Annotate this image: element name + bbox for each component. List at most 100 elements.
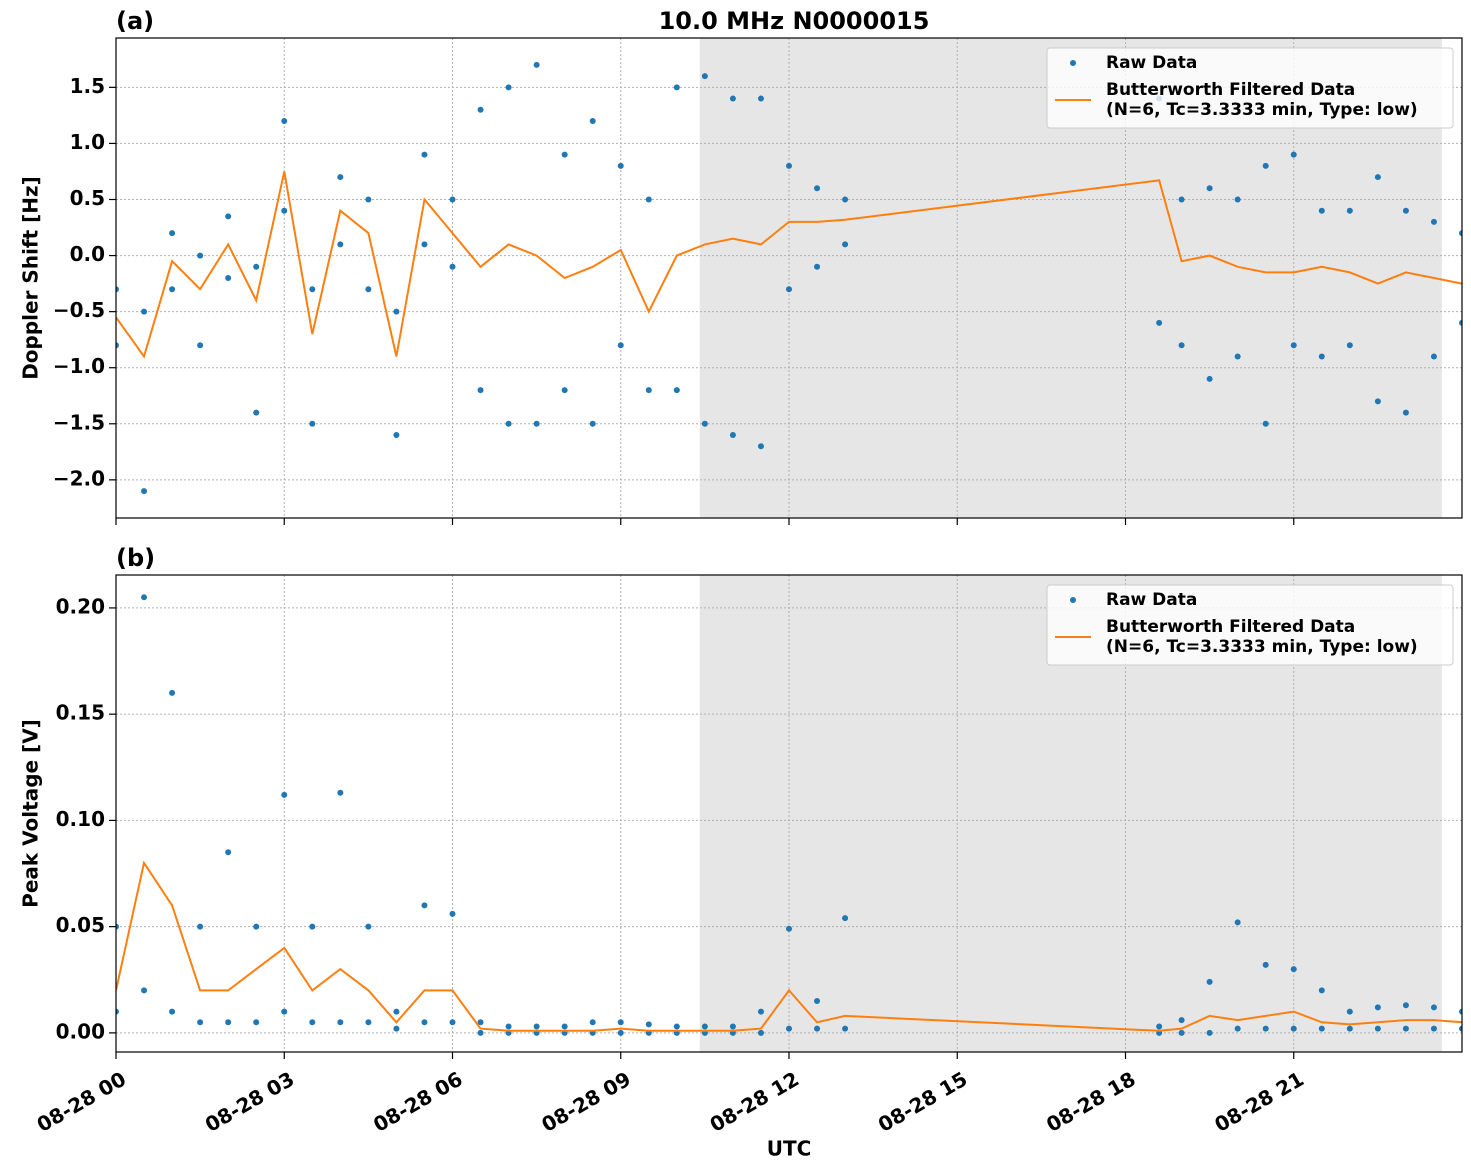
raw-point (309, 923, 316, 930)
raw-point (1262, 961, 1269, 968)
raw-point (421, 241, 428, 248)
raw-point (309, 1019, 316, 1026)
raw-point (645, 387, 652, 394)
raw-point (617, 342, 624, 349)
raw-point (1459, 230, 1462, 237)
legend-marker (1070, 597, 1076, 603)
raw-point (1459, 1025, 1462, 1032)
x-tick-label: 08-28 03 (201, 1067, 299, 1137)
y-tick-label: 0.0 (70, 242, 105, 266)
raw-point (197, 923, 204, 930)
raw-point (786, 286, 792, 293)
raw-point (617, 1019, 624, 1026)
x-tick-label: 08-28 00 (33, 1067, 131, 1137)
raw-point (477, 387, 484, 394)
raw-point (673, 84, 680, 91)
x-tick-label: 08-28 06 (369, 1067, 467, 1137)
raw-point (421, 902, 428, 909)
raw-point (645, 196, 652, 203)
raw-point (421, 1019, 428, 1026)
plot-area (116, 594, 1462, 1036)
raw-point (197, 1019, 204, 1026)
raw-point (729, 432, 736, 439)
raw-point (337, 241, 344, 248)
raw-point (1262, 1025, 1269, 1032)
x-tick-label: 08-28 09 (537, 1067, 635, 1137)
raw-point (1290, 151, 1297, 158)
raw-point (814, 998, 821, 1005)
raw-point (757, 1008, 764, 1015)
raw-point (1430, 353, 1437, 360)
axes-frame (115, 37, 1463, 519)
raw-point (673, 1023, 680, 1030)
raw-point (757, 443, 764, 450)
raw-point (533, 1023, 540, 1030)
raw-point (617, 1029, 624, 1036)
filtered-line (116, 860, 1462, 1032)
raw-point (842, 915, 849, 922)
raw-point (561, 1023, 568, 1030)
raw-point (225, 275, 232, 281)
raw-point (533, 61, 540, 68)
raw-point (281, 1008, 288, 1015)
raw-point (673, 387, 680, 394)
y-tick-label: 0.05 (56, 913, 105, 937)
y-tick-label: 0.15 (56, 701, 105, 725)
raw-point (1262, 420, 1269, 427)
raw-point (169, 689, 176, 696)
raw-point (1262, 162, 1269, 169)
raw-point (757, 1029, 764, 1036)
raw-point (116, 923, 119, 930)
y-tick-label: 1.5 (70, 74, 105, 98)
y-axis-label: Doppler Shift [Hz] (19, 176, 43, 380)
raw-point (1402, 1002, 1409, 1009)
legend-label: Raw Data (1106, 53, 1197, 73)
raw-point (393, 308, 400, 315)
raw-point (1234, 1025, 1241, 1032)
raw-point (533, 420, 540, 427)
raw-point (141, 594, 148, 601)
raw-point (1430, 1025, 1437, 1032)
raw-point (1318, 353, 1325, 360)
raw-point (365, 286, 372, 293)
raw-point (1178, 1029, 1185, 1036)
raw-point (225, 1019, 232, 1026)
raw-point (786, 925, 792, 932)
raw-point (701, 73, 708, 80)
raw-point (477, 106, 484, 113)
raw-point (757, 95, 764, 102)
raw-point (561, 151, 568, 158)
raw-point (786, 1025, 792, 1032)
raw-point (1234, 196, 1241, 203)
raw-point (169, 286, 176, 293)
x-tick-label: 08-28 15 (874, 1067, 972, 1137)
raw-point (253, 263, 260, 270)
raw-point (309, 286, 316, 293)
raw-point (814, 185, 821, 192)
raw-point (1402, 1025, 1409, 1032)
raw-point (169, 1008, 176, 1015)
raw-point (589, 1019, 596, 1026)
y-tick-label: 0.00 (56, 1019, 105, 1043)
raw-point (141, 308, 148, 315)
raw-point (729, 95, 736, 102)
axes-frame (115, 574, 1463, 1053)
y-tick-label: 0.5 (70, 186, 105, 210)
raw-point (393, 1025, 400, 1032)
raw-point (505, 84, 512, 91)
filtered-line (116, 171, 1462, 359)
x-tick-label: 08-28 21 (1210, 1067, 1308, 1137)
raw-point (814, 263, 821, 270)
raw-point (1206, 375, 1213, 382)
raw-point (449, 263, 456, 270)
raw-point (1290, 342, 1297, 349)
raw-point (337, 174, 344, 181)
raw-point (1346, 1008, 1353, 1015)
raw-point (365, 1019, 372, 1026)
x-tick-label: 08-28 18 (1042, 1067, 1140, 1137)
raw-point (1234, 919, 1241, 926)
y-tick-label: 0.10 (56, 807, 105, 831)
raw-point (393, 432, 400, 439)
y-tick-label: −1.5 (53, 410, 105, 434)
